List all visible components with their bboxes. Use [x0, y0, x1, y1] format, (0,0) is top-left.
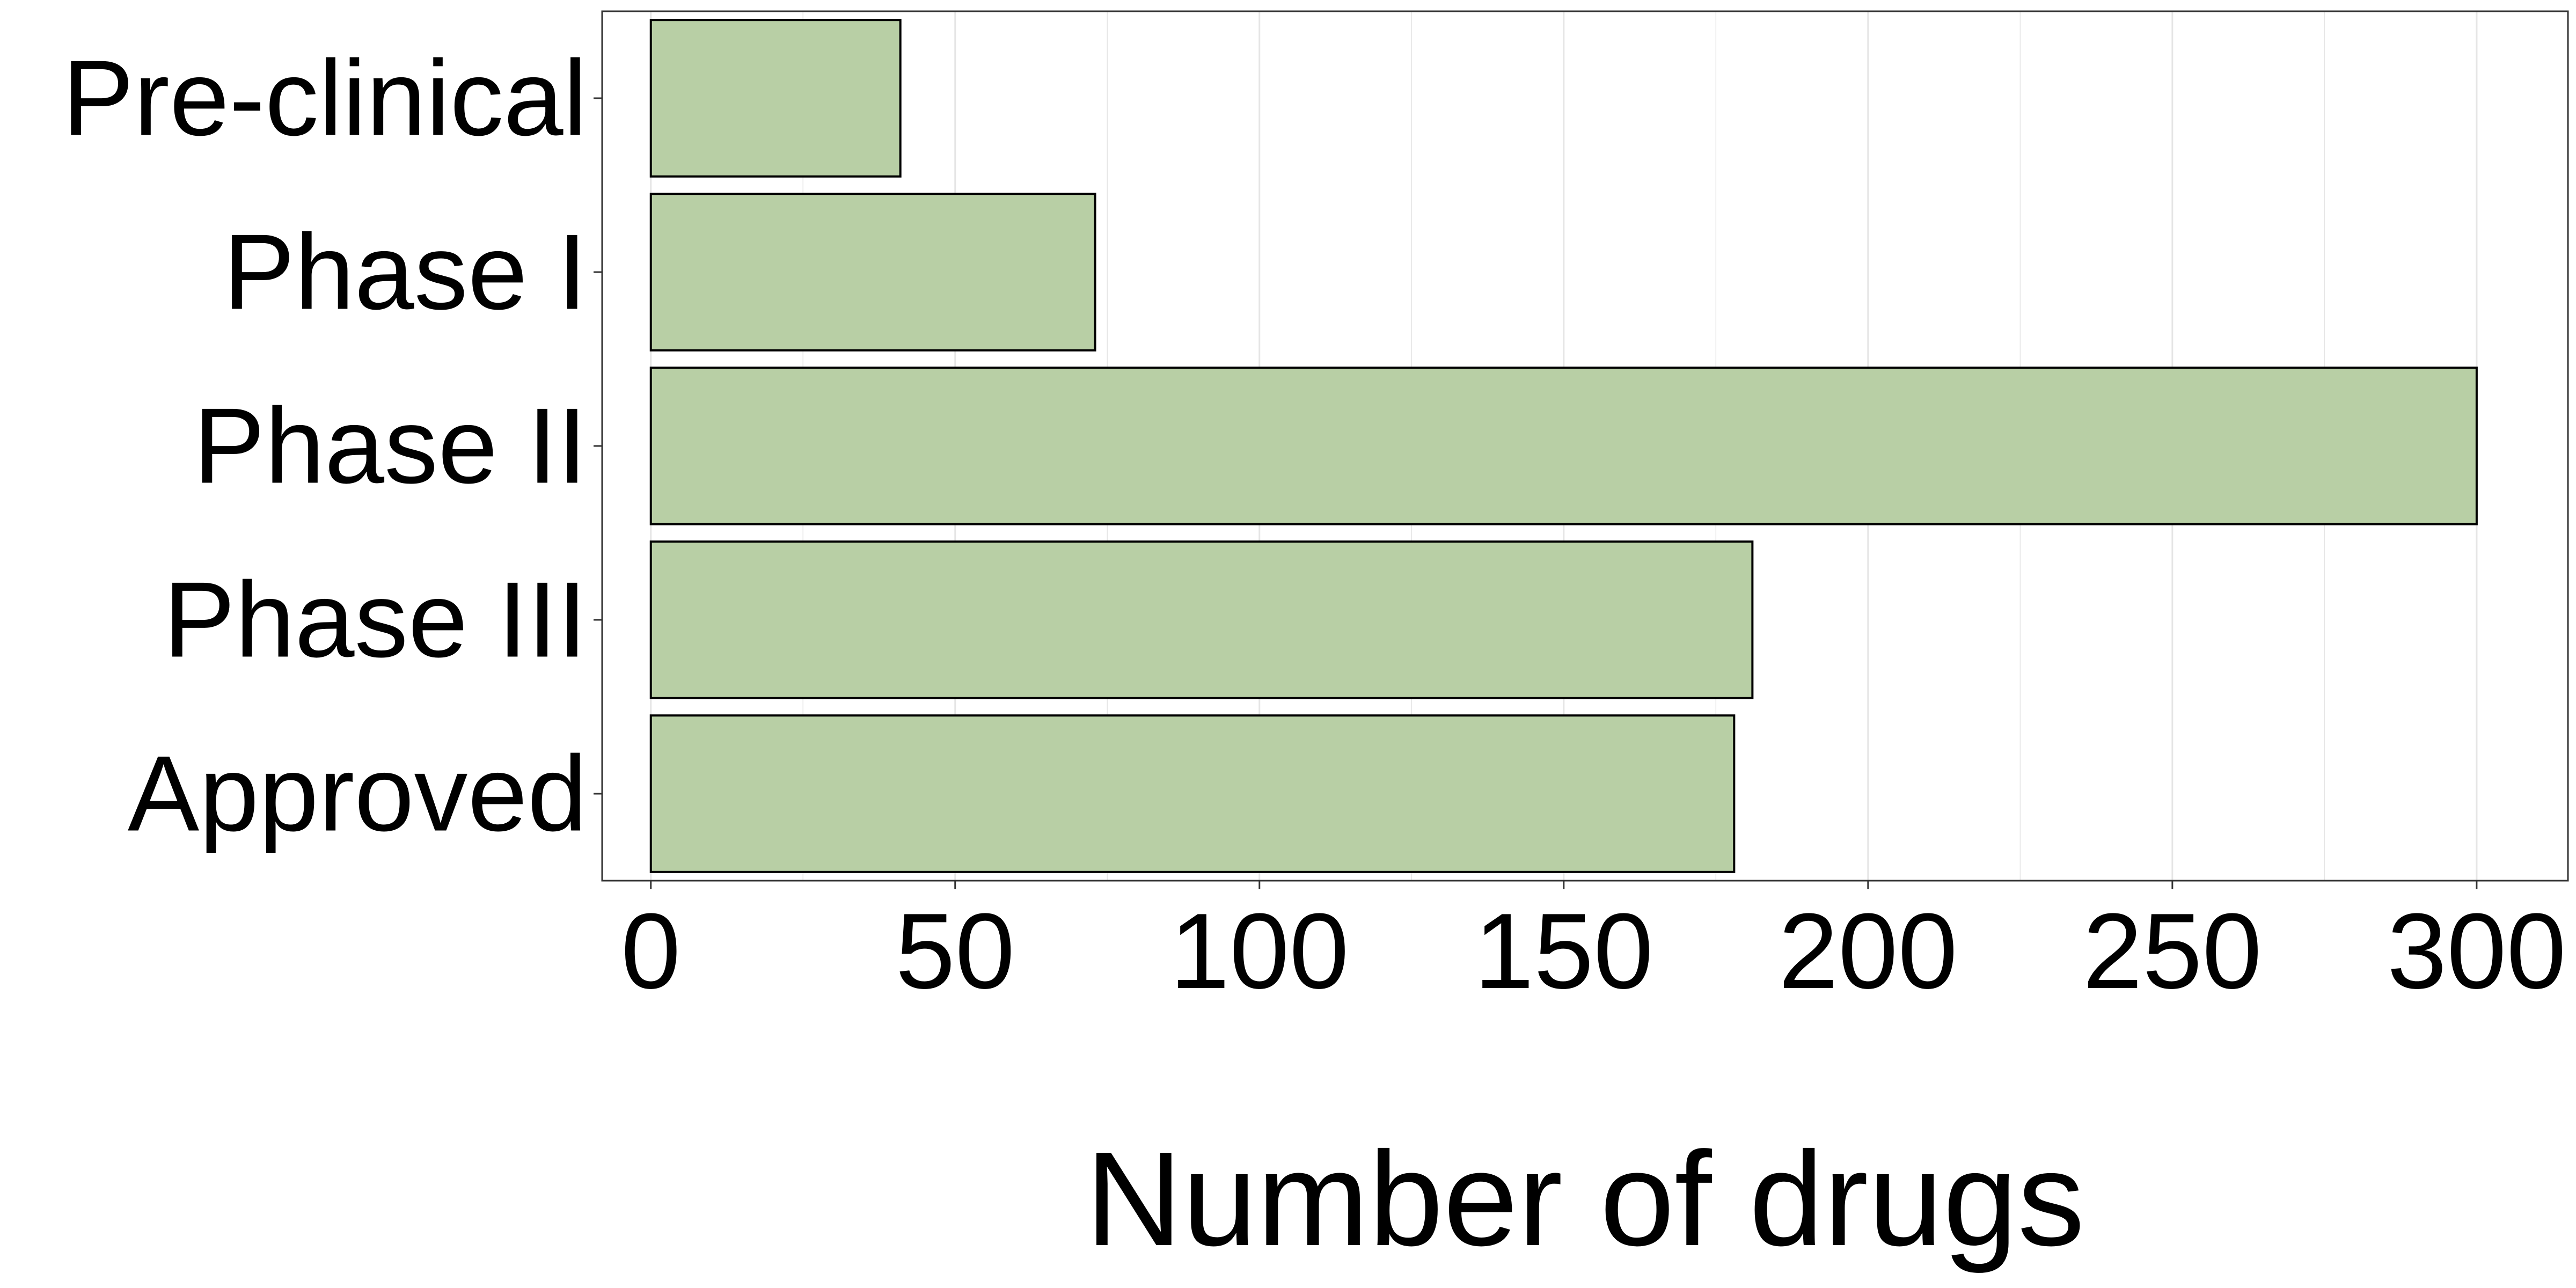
- x-tick-label: 250: [2083, 891, 2262, 1011]
- y-tick-label: Approved: [128, 734, 587, 854]
- x-tick-label: 300: [2387, 891, 2566, 1011]
- y-tick-label: Phase I: [223, 213, 587, 332]
- x-axis-title: Number of drugs: [1086, 1124, 2085, 1274]
- x-tick-label: 200: [1779, 891, 1958, 1011]
- y-tick-label: Phase II: [193, 386, 587, 506]
- x-tick-label: 50: [896, 891, 1015, 1011]
- bar-phase-ii: [649, 367, 2478, 525]
- y-tick-label: Phase III: [164, 560, 587, 680]
- x-tick-label: 150: [1474, 891, 1653, 1011]
- y-axis: Pre-clinical Phase I Phase II Phase III Appr…: [62, 39, 602, 854]
- bar-phase-i: [649, 193, 1096, 352]
- bar-approved: [649, 714, 1736, 873]
- x-tick-label: 100: [1170, 891, 1349, 1011]
- y-tick-label: Pre-clinical: [62, 39, 587, 158]
- bar-phase-iii: [649, 540, 1754, 699]
- x-tick-label: 0: [621, 891, 680, 1011]
- bar-pre-clinical: [649, 19, 902, 178]
- x-axis: 0 50 100 150 200 250 300: [621, 881, 2566, 1011]
- bar-layer: [649, 19, 2478, 873]
